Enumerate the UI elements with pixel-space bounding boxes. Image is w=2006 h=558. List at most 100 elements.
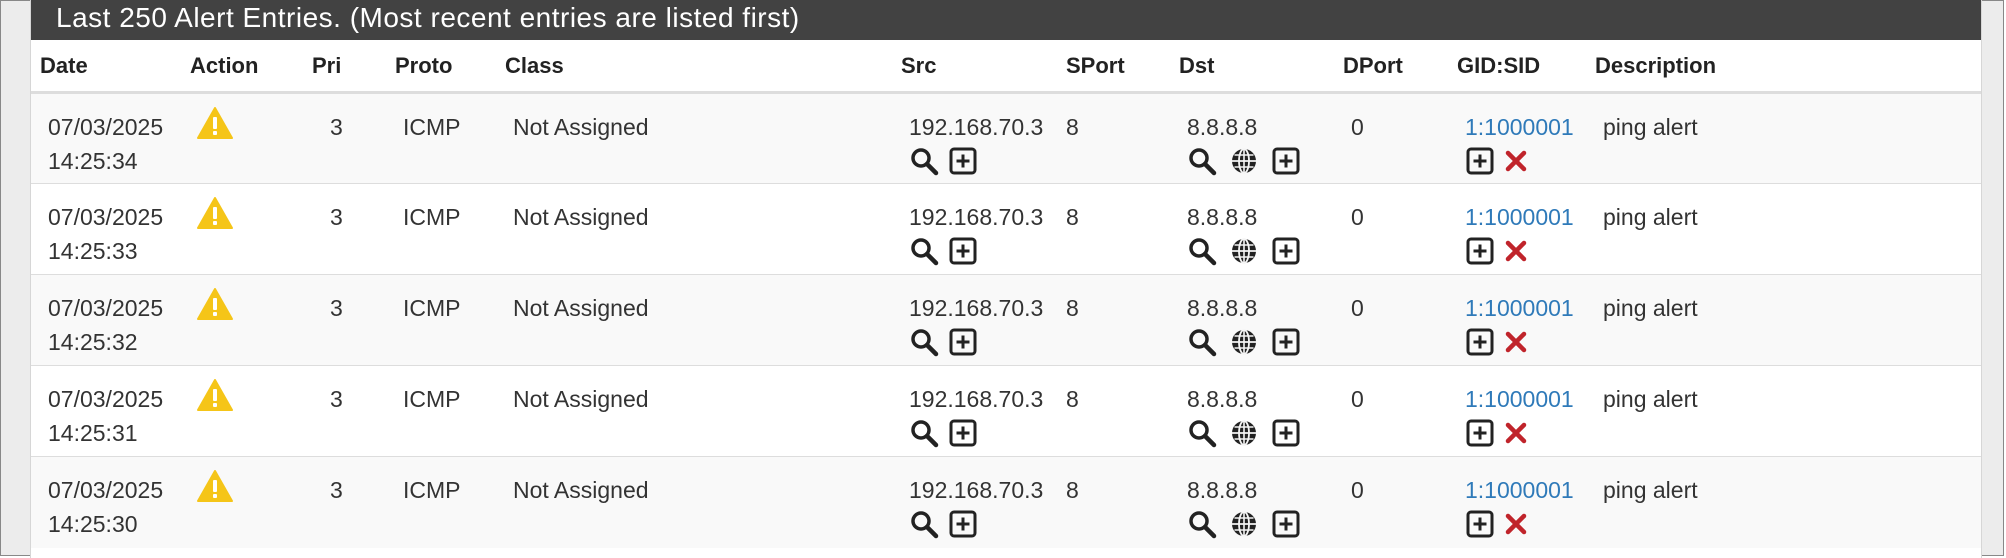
plus-square-icon[interactable] — [1271, 509, 1301, 539]
gid-sid-link[interactable]: 1:1000001 — [1465, 295, 1574, 321]
search-icon[interactable] — [909, 509, 939, 539]
plus-square-icon[interactable] — [1271, 146, 1301, 176]
gid-sid-link[interactable]: 1:1000001 — [1465, 114, 1574, 140]
search-icon[interactable] — [1187, 327, 1217, 357]
warning-icon — [196, 469, 234, 503]
close-icon[interactable] — [1501, 146, 1531, 176]
cell-date: 07/03/2025 14:25:34 — [31, 92, 181, 184]
column-header-date[interactable]: Date — [31, 40, 181, 94]
column-header-proto[interactable]: Proto — [386, 40, 496, 94]
plus-square-icon[interactable] — [948, 146, 978, 176]
dst-ip: 8.8.8.8 — [1187, 204, 1258, 230]
cell-description: ping alert — [1586, 183, 1981, 275]
rule-actions — [1465, 236, 1586, 266]
cell-dst: 8.8.8.8 — [1170, 274, 1334, 366]
column-header-pri[interactable]: Pri — [303, 40, 386, 94]
cell-priority: 3 — [303, 365, 386, 457]
cell-date: 07/03/2025 14:25:32 — [31, 274, 181, 366]
cell-protocol: ICMP — [386, 92, 496, 184]
cell-description: ping alert — [1586, 92, 1981, 184]
warning-icon — [196, 378, 234, 412]
gid-sid-link[interactable]: 1:1000001 — [1465, 386, 1574, 412]
cell-action — [181, 365, 303, 457]
plus-square-icon[interactable] — [1465, 146, 1495, 176]
globe-icon[interactable] — [1229, 509, 1259, 539]
table-row: 07/03/2025 14:25:34 3 ICMP Not Assigned 192.1… — [31, 92, 1981, 184]
search-icon[interactable] — [1187, 236, 1217, 266]
plus-square-icon[interactable] — [1465, 418, 1495, 448]
plus-square-icon[interactable] — [948, 327, 978, 357]
column-header-dst[interactable]: Dst — [1170, 40, 1334, 94]
globe-icon[interactable] — [1229, 236, 1259, 266]
cell-src: 192.168.70.3 — [892, 92, 1057, 184]
gid-sid-link[interactable]: 1:1000001 — [1465, 477, 1574, 503]
close-icon[interactable] — [1501, 509, 1531, 539]
close-icon[interactable] — [1501, 236, 1531, 266]
plus-square-icon[interactable] — [1465, 236, 1495, 266]
search-icon[interactable] — [1187, 146, 1217, 176]
cell-src: 192.168.70.3 — [892, 183, 1057, 275]
column-header-class[interactable]: Class — [496, 40, 892, 94]
column-header-gid-sid[interactable]: GID:SID — [1448, 40, 1586, 94]
cell-dport: 0 — [1334, 274, 1448, 366]
cell-date: 07/03/2025 14:25:31 — [31, 365, 181, 457]
plus-square-icon[interactable] — [1465, 327, 1495, 357]
table-header-row: Date Action Pri Proto Class Src SPort Dst DPort G… — [31, 40, 1981, 94]
alert-time: 14:25:33 — [48, 238, 138, 264]
cell-protocol: ICMP — [386, 456, 496, 548]
cell-dport: 0 — [1334, 456, 1448, 548]
column-header-src[interactable]: Src — [892, 40, 1057, 94]
cell-protocol: ICMP — [386, 365, 496, 457]
column-header-dport[interactable]: DPort — [1334, 40, 1448, 94]
cell-protocol: ICMP — [386, 274, 496, 366]
table-row: 07/03/2025 14:25:33 3 ICMP Not Assigned 192.1… — [31, 183, 1981, 275]
plus-square-icon[interactable] — [1465, 509, 1495, 539]
search-icon[interactable] — [909, 146, 939, 176]
close-icon[interactable] — [1501, 327, 1531, 357]
warning-icon — [196, 106, 234, 140]
search-icon[interactable] — [909, 327, 939, 357]
cell-gid-sid: 1:1000001 — [1448, 183, 1586, 275]
dst-actions — [1187, 236, 1334, 266]
globe-icon[interactable] — [1229, 418, 1259, 448]
cell-sport: 8 — [1057, 365, 1170, 457]
src-actions — [909, 418, 1057, 448]
dst-actions — [1187, 146, 1334, 176]
src-actions — [909, 146, 1057, 176]
cell-action — [181, 92, 303, 184]
column-header-action[interactable]: Action — [181, 40, 303, 94]
dst-ip: 8.8.8.8 — [1187, 114, 1258, 140]
plus-square-icon[interactable] — [948, 418, 978, 448]
cell-dport: 0 — [1334, 92, 1448, 184]
search-icon[interactable] — [909, 418, 939, 448]
alert-date: 07/03/2025 — [48, 114, 164, 140]
plus-square-icon[interactable] — [948, 509, 978, 539]
rule-actions — [1465, 509, 1586, 539]
column-header-sport[interactable]: SPort — [1057, 40, 1170, 94]
globe-icon[interactable] — [1229, 146, 1259, 176]
search-icon[interactable] — [1187, 418, 1217, 448]
src-ip: 192.168.70.3 — [909, 477, 1044, 503]
cell-class: Not Assigned — [496, 365, 892, 457]
cell-sport: 8 — [1057, 274, 1170, 366]
panel-title: Last 250 Alert Entries. (Most recent ent… — [31, 0, 1981, 40]
plus-square-icon[interactable] — [1271, 418, 1301, 448]
cell-priority: 3 — [303, 456, 386, 548]
plus-square-icon[interactable] — [948, 236, 978, 266]
search-icon[interactable] — [1187, 509, 1217, 539]
cell-action — [181, 183, 303, 275]
cell-gid-sid: 1:1000001 — [1448, 456, 1586, 548]
column-header-description[interactable]: Description — [1586, 40, 1981, 94]
alert-date: 07/03/2025 — [48, 295, 164, 321]
plus-square-icon[interactable] — [1271, 236, 1301, 266]
search-icon[interactable] — [909, 236, 939, 266]
src-actions — [909, 509, 1057, 539]
close-icon[interactable] — [1501, 418, 1531, 448]
cell-dst: 8.8.8.8 — [1170, 183, 1334, 275]
globe-icon[interactable] — [1229, 327, 1259, 357]
cell-class: Not Assigned — [496, 92, 892, 184]
plus-square-icon[interactable] — [1271, 327, 1301, 357]
gid-sid-link[interactable]: 1:1000001 — [1465, 204, 1574, 230]
dst-actions — [1187, 509, 1334, 539]
cell-sport: 8 — [1057, 456, 1170, 548]
